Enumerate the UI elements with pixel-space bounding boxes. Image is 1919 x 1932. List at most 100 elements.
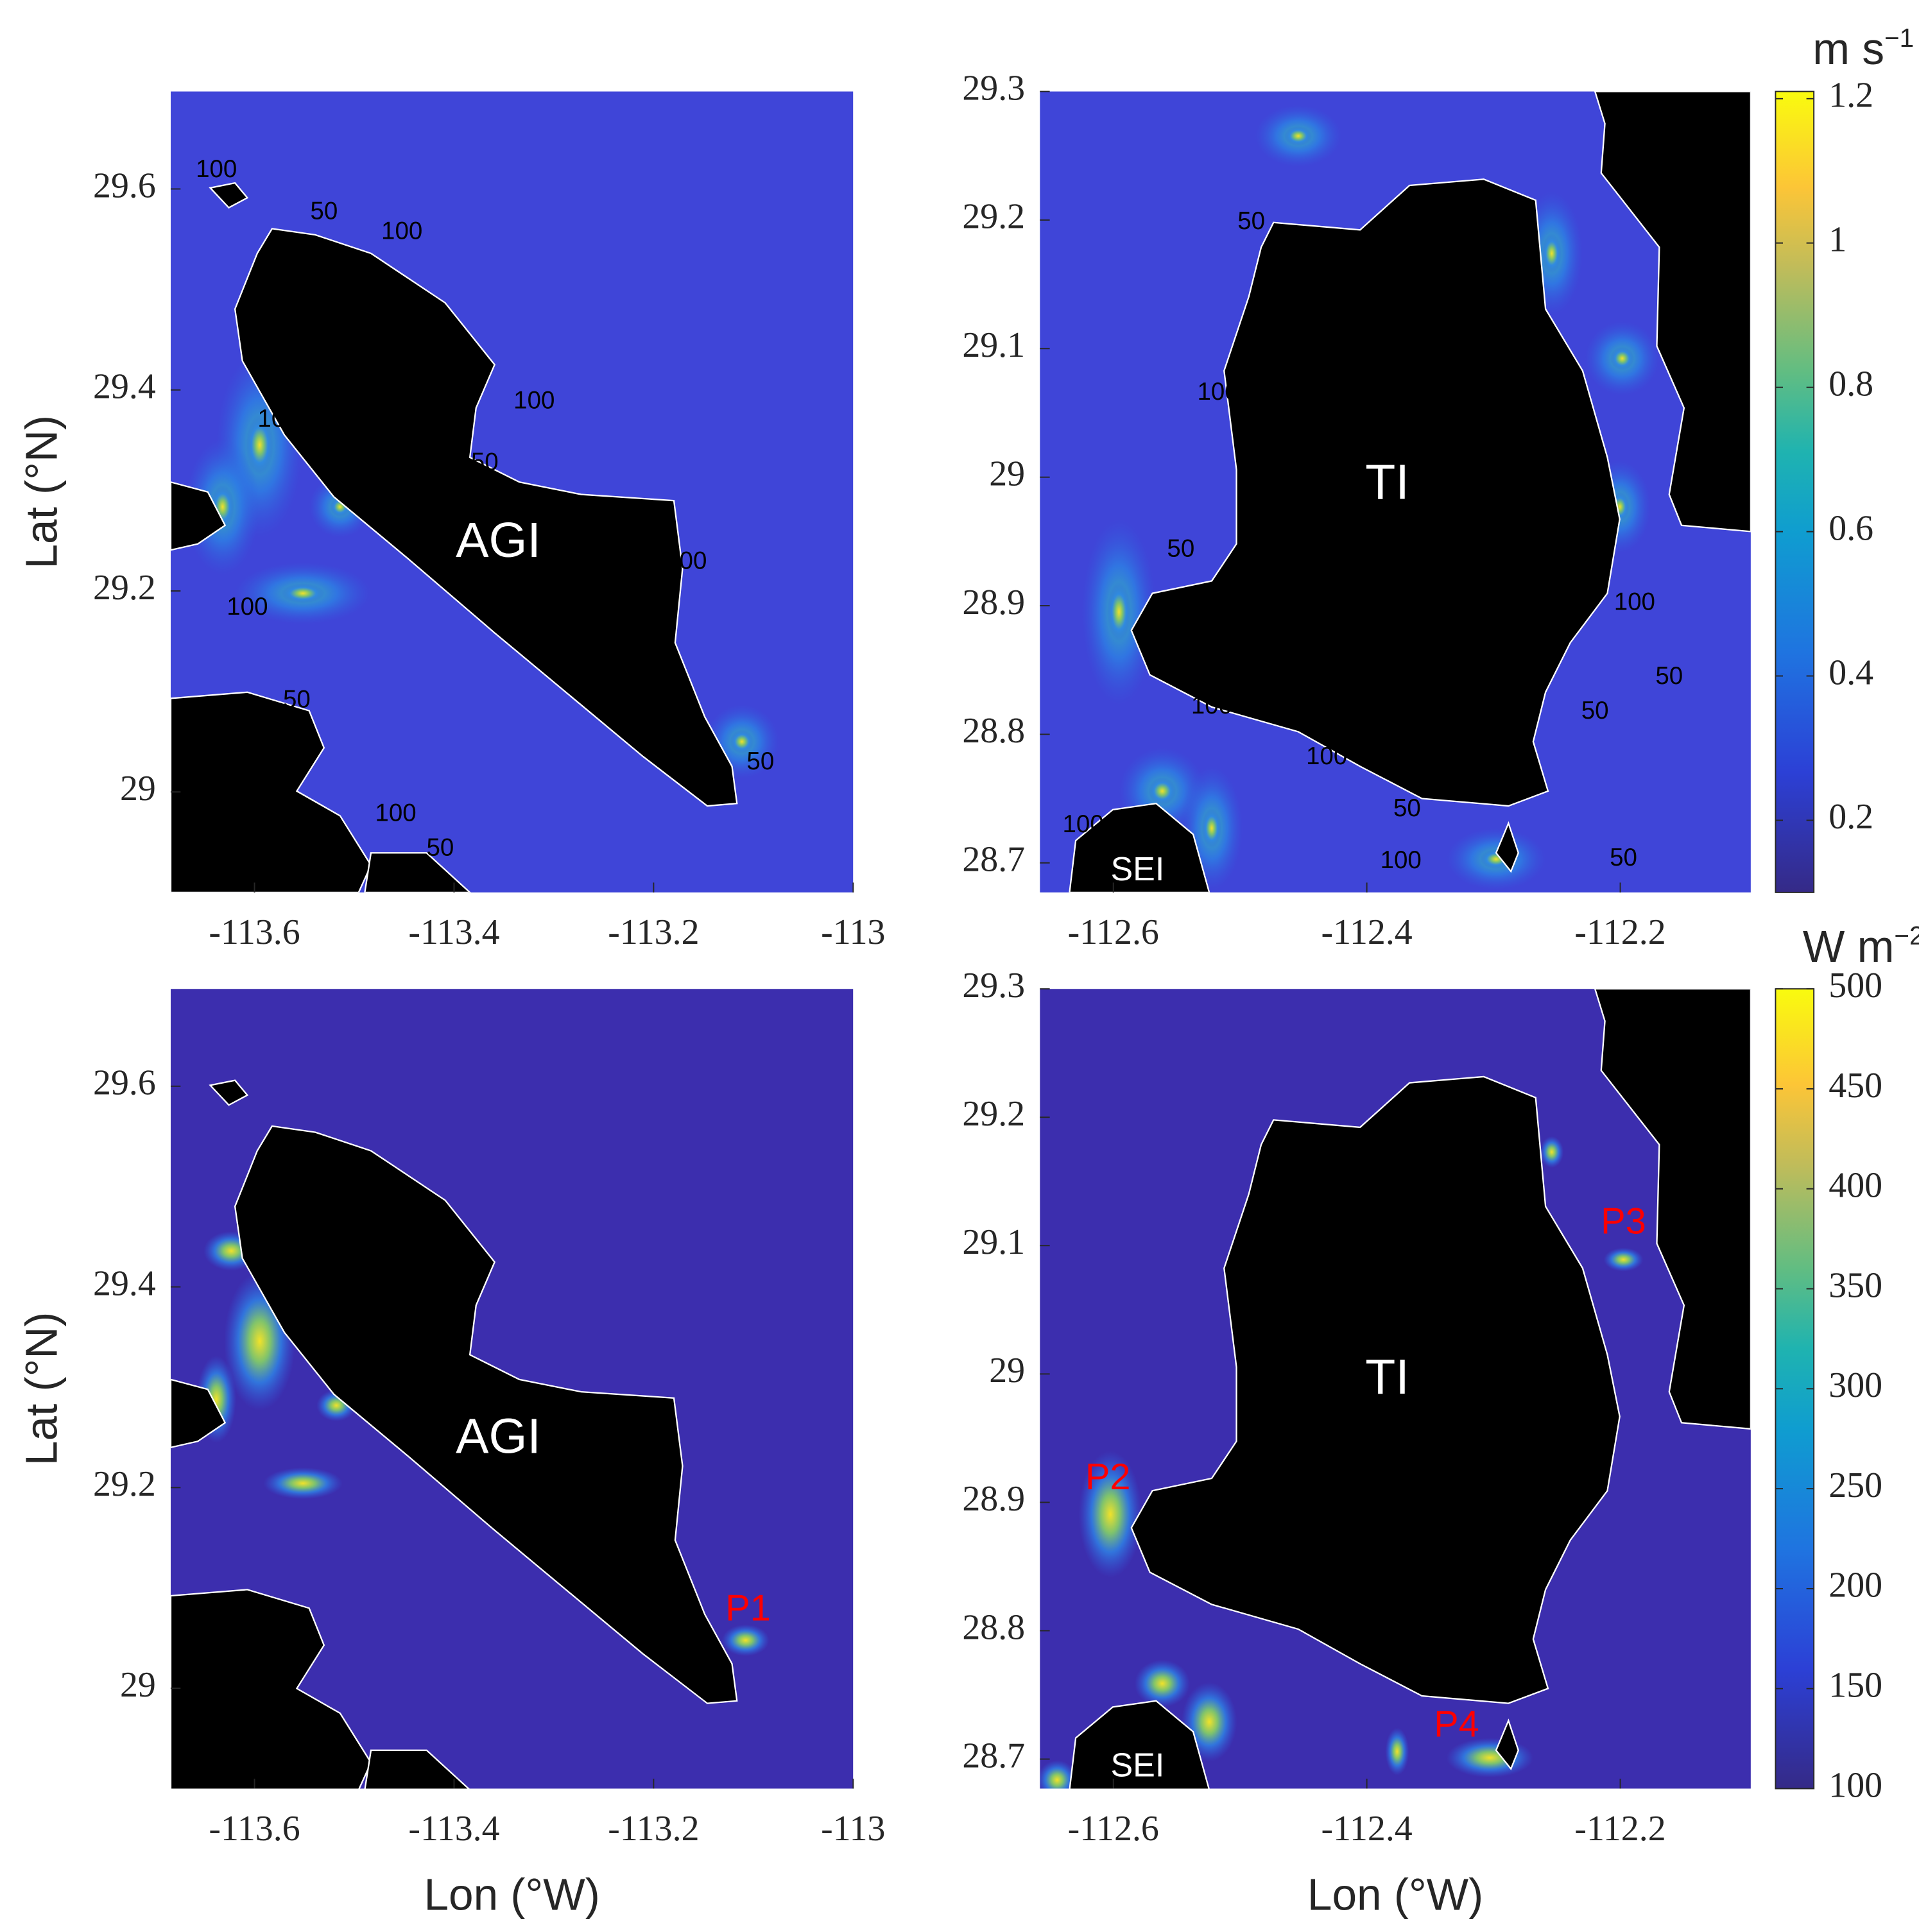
map-panel <box>1040 989 1751 1789</box>
contour-label: 50 <box>1393 794 1421 822</box>
land <box>1594 91 1751 533</box>
hotspot-core <box>1107 582 1132 642</box>
y-tick-label: 29.2 <box>93 568 156 608</box>
x-tick-label: -113 <box>821 1809 885 1849</box>
contour-label: 100 <box>375 799 416 827</box>
colorbar-tick-label: 0.6 <box>1829 508 1873 548</box>
land <box>209 1079 249 1106</box>
colorbar-tick-label: 250 <box>1829 1466 1882 1505</box>
x-axis-label: Lon (°W) <box>1307 1869 1483 1919</box>
y-tick-label: 29 <box>989 454 1025 493</box>
land <box>234 228 738 807</box>
colorbar-label-unit: m s <box>1812 24 1884 74</box>
map-panel: 50 100 50 100 100 50 100 50 100 50 50 100 <box>1040 91 1751 893</box>
annotation: P2 <box>1085 1457 1131 1498</box>
land <box>170 1589 372 1789</box>
x-tick-label: -112.2 <box>1574 1809 1665 1849</box>
contour-label: 50 <box>426 834 454 862</box>
land <box>170 691 372 893</box>
colorbar-tick-label: 1 <box>1829 220 1846 260</box>
hotspot <box>1078 1451 1142 1578</box>
hotspot <box>721 1624 770 1657</box>
contour-label: 100 <box>1306 742 1347 770</box>
x-tick-label: -113.2 <box>608 1809 699 1849</box>
x-tick-label: -113.6 <box>209 1809 300 1849</box>
map-panel <box>170 989 854 1789</box>
colorbar-tick-label: 100 <box>1829 1765 1882 1805</box>
colorbar-tick-label: 1.2 <box>1829 76 1873 115</box>
annotation: TI <box>1365 1349 1409 1405</box>
y-axis-label: Lat (°N) <box>17 415 67 569</box>
land <box>364 1749 470 1789</box>
y-axis-label: Lat (°N) <box>17 1312 67 1466</box>
contour-label: 100 <box>257 405 298 432</box>
contour-label: 50 <box>1167 534 1194 562</box>
contour-label: 50 <box>746 748 774 775</box>
y-tick-label: 29 <box>989 1351 1025 1390</box>
land <box>1130 178 1621 807</box>
hotspot <box>1385 1727 1409 1775</box>
annotation: AGI <box>456 1409 541 1464</box>
hotspot-core <box>1201 808 1222 848</box>
contour-label: 100 <box>513 386 555 414</box>
colorbar-tick-label: 450 <box>1829 1066 1882 1106</box>
y-tick-label: 29.2 <box>93 1464 156 1504</box>
x-tick-label: -112.4 <box>1321 912 1413 952</box>
y-tick-label: 28.7 <box>962 840 1025 880</box>
x-tick-label: -112.2 <box>1574 912 1665 952</box>
map-panel: 100 50 100 100 50 100 100 50 100 50 50 100 <box>170 91 854 893</box>
y-tick-label: 29 <box>120 1665 156 1705</box>
contour-label: 50 <box>1581 697 1609 724</box>
contour-label: 100 <box>1381 846 1422 874</box>
contour-label: 50 <box>1237 207 1265 235</box>
land <box>364 852 471 893</box>
colorbar-tick-label: 500 <box>1829 966 1882 1005</box>
annotation: AGI <box>456 513 541 568</box>
contour-label: 50 <box>310 198 338 225</box>
colorbar-tick-label: 200 <box>1829 1566 1882 1605</box>
y-tick-label: 28.8 <box>962 711 1025 751</box>
hotspot <box>1540 1136 1564 1168</box>
x-tick-label: -112.6 <box>1068 912 1159 952</box>
colorbar-tick-label: 300 <box>1829 1365 1882 1405</box>
y-tick-label: 29.4 <box>93 1263 156 1303</box>
y-tick-label: 28.7 <box>962 1736 1025 1775</box>
colorbar-tick-label: 0.8 <box>1829 364 1873 404</box>
y-tick-label: 29.1 <box>962 1222 1025 1262</box>
land <box>1130 1075 1621 1704</box>
land <box>234 1125 738 1704</box>
annotation: P1 <box>725 1587 771 1629</box>
contour-label: 50 <box>283 685 311 713</box>
contour-label: 100 <box>1614 588 1655 615</box>
y-tick-label: 29.6 <box>93 166 156 205</box>
land <box>1495 1718 1519 1770</box>
land <box>170 1378 227 1449</box>
x-tick-label: -112.4 <box>1321 1809 1413 1849</box>
colorbar-tick-label: 0.2 <box>1829 797 1873 837</box>
annotation: TI <box>1365 454 1409 509</box>
land <box>1495 821 1519 873</box>
contour-label: 100 <box>381 217 422 244</box>
y-tick-label: 29.2 <box>962 197 1025 237</box>
y-tick-label: 29.6 <box>93 1063 156 1103</box>
contour-label: 50 <box>1610 844 1637 871</box>
annotation: SEI <box>1110 1747 1164 1784</box>
y-tick-label: 29.2 <box>962 1094 1025 1134</box>
colorbar-tick-label: 150 <box>1829 1666 1882 1705</box>
contour-label: 100 <box>1197 378 1238 406</box>
contour-label: 100 <box>1191 692 1232 719</box>
contour-label: 100 <box>1063 810 1104 838</box>
hotspot-core <box>246 415 274 475</box>
colorbar-label: W m−2 <box>1803 921 1919 971</box>
colorbar-label-unit: W m <box>1803 921 1894 971</box>
land <box>1594 989 1751 1430</box>
contour-label: 100 <box>227 593 268 620</box>
hotspot-core <box>281 583 325 604</box>
annotation: P4 <box>1434 1704 1479 1745</box>
land <box>209 182 249 209</box>
hotspot <box>1603 1247 1644 1272</box>
contour-label: 100 <box>666 547 707 575</box>
hotspot-core <box>1148 777 1176 805</box>
colorbar-tick-label: 400 <box>1829 1166 1882 1206</box>
